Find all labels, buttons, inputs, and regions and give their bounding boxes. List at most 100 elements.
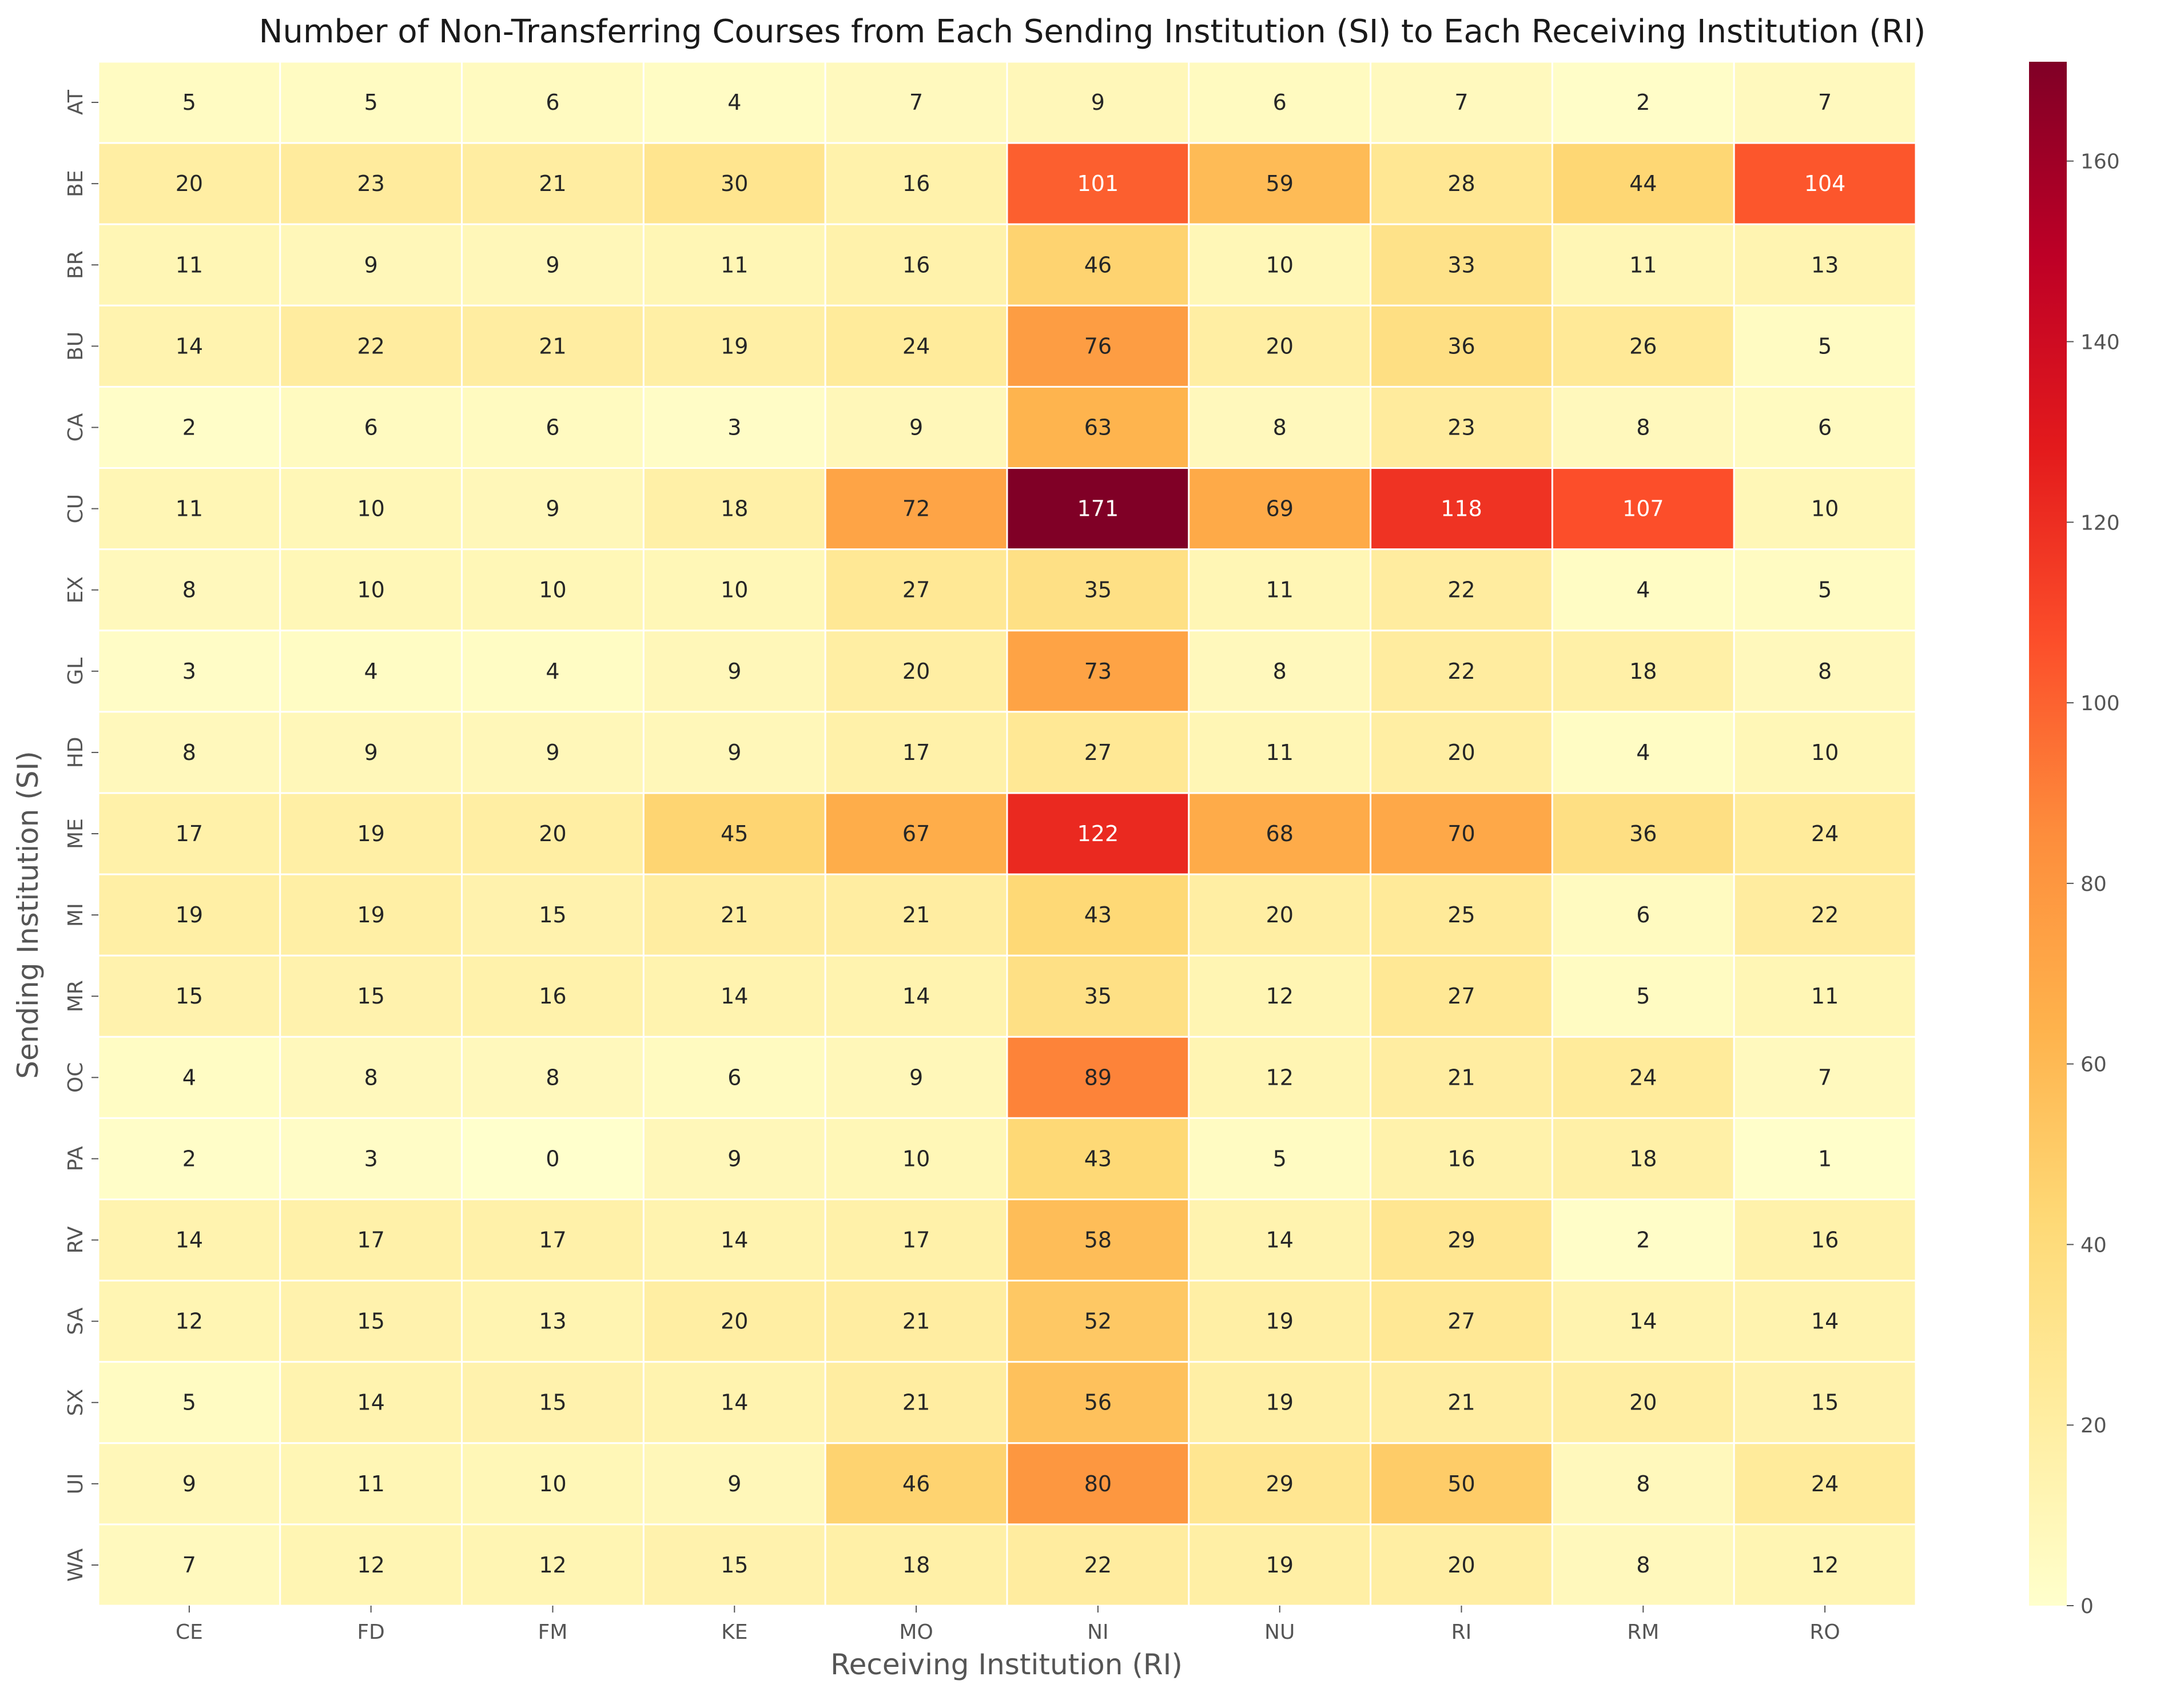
heatmap-cell xyxy=(642,1442,826,1526)
heatmap-cell xyxy=(1733,1280,1917,1363)
cell-value-label: 2 xyxy=(182,1146,196,1171)
cell-value-label: 8 xyxy=(182,740,196,765)
colorbar-tick-label: 20 xyxy=(2080,1414,2107,1438)
x-tick-label: RM xyxy=(1627,1621,1659,1644)
cell-value-label: 15 xyxy=(539,1390,566,1415)
heatmap-cell xyxy=(1551,1280,1735,1363)
cell-value-label: 8 xyxy=(1636,1471,1650,1496)
heatmap-cell xyxy=(1733,1523,1917,1607)
cell-value-label: 11 xyxy=(176,252,203,277)
y-tick-label: UI xyxy=(64,1473,87,1494)
heatmap-cell xyxy=(1006,1523,1190,1607)
heatmap-cell xyxy=(824,711,1008,794)
heatmap-cell xyxy=(1733,792,1917,875)
heatmap-cell xyxy=(1370,467,1553,551)
cell-value-label: 11 xyxy=(721,252,748,277)
heatmap-cell xyxy=(461,1523,645,1607)
heatmap-cell xyxy=(642,385,826,469)
cell-value-label: 20 xyxy=(1447,740,1475,765)
heatmap-cell xyxy=(461,1442,645,1526)
heatmap-cell xyxy=(824,467,1008,551)
heatmap-cell xyxy=(642,467,826,551)
cell-value-label: 15 xyxy=(721,1552,748,1578)
cell-value-label: 72 xyxy=(902,496,930,521)
heatmap-cell xyxy=(1006,630,1190,713)
heatmap-cell xyxy=(1188,548,1372,632)
cell-value-label: 24 xyxy=(902,333,930,359)
heatmap-cell xyxy=(1370,1361,1553,1444)
colorbar-tick-label: 160 xyxy=(2080,150,2120,174)
cell-value-label: 101 xyxy=(1077,171,1119,196)
heatmap-cell xyxy=(642,1117,826,1200)
cell-value-label: 9 xyxy=(1091,90,1105,115)
cell-value-label: 19 xyxy=(1266,1552,1294,1578)
heatmap-cell xyxy=(279,61,463,144)
heatmap-cell xyxy=(1006,1117,1190,1200)
heatmap-cell xyxy=(824,304,1008,388)
cell-value-label: 7 xyxy=(1818,1065,1832,1090)
heatmap-cell xyxy=(1188,630,1372,713)
cell-value-label: 11 xyxy=(1629,252,1657,277)
cell-value-label: 7 xyxy=(1818,90,1832,115)
cell-value-label: 8 xyxy=(1636,415,1650,440)
cell-value-label: 15 xyxy=(539,902,566,927)
cell-value-label: 29 xyxy=(1447,1228,1475,1253)
cell-value-label: 18 xyxy=(1629,1146,1657,1171)
cell-value-label: 15 xyxy=(357,984,385,1009)
heatmap-cell xyxy=(279,1117,463,1200)
heatmap-cell xyxy=(1370,61,1553,144)
x-tick-label: RI xyxy=(1451,1621,1472,1644)
heatmap-cell xyxy=(1733,142,1917,225)
heatmap-cell xyxy=(824,548,1008,632)
cell-value-label: 27 xyxy=(1447,1309,1475,1334)
cell-value-label: 171 xyxy=(1077,496,1119,521)
heatmap-cell xyxy=(461,223,645,306)
heatmap-cell xyxy=(461,548,645,632)
cell-value-label: 2 xyxy=(1636,1228,1650,1253)
cell-value-label: 59 xyxy=(1266,171,1294,196)
cell-value-label: 107 xyxy=(1622,496,1664,521)
heatmap-cell xyxy=(1006,792,1190,875)
heatmap-cell xyxy=(279,711,463,794)
cell-value-label: 80 xyxy=(1084,1471,1112,1496)
heatmap-cell xyxy=(97,1036,281,1119)
cell-value-label: 17 xyxy=(176,821,203,846)
heatmap-cell xyxy=(1551,548,1735,632)
heatmap-cell xyxy=(1551,1442,1735,1526)
heatmap-cell xyxy=(824,223,1008,306)
cell-value-label: 14 xyxy=(902,984,930,1009)
cell-value-label: 13 xyxy=(1811,252,1839,277)
cell-value-label: 20 xyxy=(1266,333,1294,359)
heatmap-cell xyxy=(1370,304,1553,388)
heatmap-cell xyxy=(1551,711,1735,794)
cell-value-label: 11 xyxy=(1811,984,1839,1009)
cell-value-label: 5 xyxy=(182,1390,196,1415)
heatmap-cell xyxy=(1188,385,1372,469)
cell-value-label: 5 xyxy=(1818,333,1832,359)
cell-value-label: 24 xyxy=(1811,1471,1839,1496)
y-tick-label: ME xyxy=(64,818,87,849)
heatmap-cell xyxy=(642,954,826,1038)
cell-value-label: 22 xyxy=(1811,902,1839,927)
cell-value-label: 4 xyxy=(546,659,559,684)
cell-value-label: 26 xyxy=(1629,333,1657,359)
cell-value-label: 3 xyxy=(364,1146,378,1171)
heatmap-cell xyxy=(1370,792,1553,875)
y-tick-label: WA xyxy=(64,1548,87,1582)
y-tick-label: MR xyxy=(64,980,87,1012)
heatmap-cell xyxy=(824,954,1008,1038)
cell-value-label: 5 xyxy=(1818,578,1832,603)
cell-value-label: 12 xyxy=(1266,1065,1294,1090)
cell-value-label: 27 xyxy=(902,578,930,603)
cell-value-label: 5 xyxy=(1273,1146,1287,1171)
heatmap-cell xyxy=(1370,1280,1553,1363)
heatmap-cell xyxy=(461,61,645,144)
y-tick-label: RV xyxy=(64,1226,87,1253)
y-tick-label: BR xyxy=(64,250,87,279)
cell-value-label: 76 xyxy=(1084,333,1112,359)
heatmap-cell xyxy=(1733,467,1917,551)
heatmap-cell xyxy=(1188,1361,1372,1444)
cell-value-label: 3 xyxy=(182,659,196,684)
heatmap-cell xyxy=(1551,1523,1735,1607)
heatmap-cell xyxy=(1188,1036,1372,1119)
